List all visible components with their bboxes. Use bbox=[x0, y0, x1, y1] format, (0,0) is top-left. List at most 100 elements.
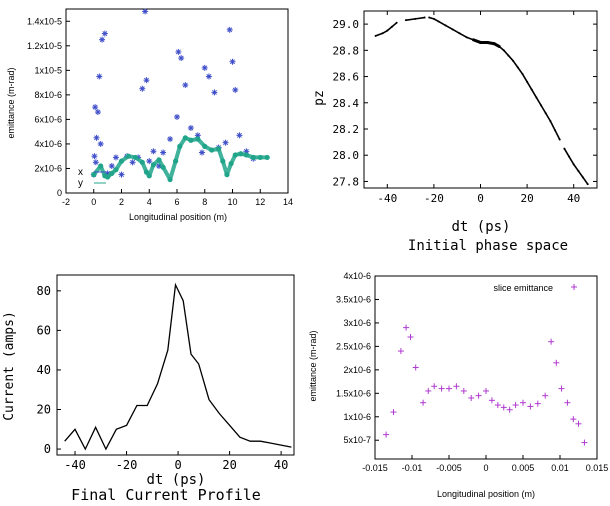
p1-y-point bbox=[209, 147, 215, 153]
p1-x-point bbox=[143, 77, 150, 84]
p2-point bbox=[428, 16, 431, 19]
p1-x-point bbox=[139, 85, 146, 92]
p1-x-point bbox=[112, 154, 119, 161]
p4-emittance-point bbox=[431, 383, 438, 390]
p2-point bbox=[549, 120, 552, 123]
p4-plot-frame bbox=[374, 275, 598, 460]
p2-x-tick-label: 20 bbox=[520, 192, 533, 205]
p1-x-point bbox=[160, 149, 167, 156]
p4-emittance-point bbox=[527, 403, 534, 410]
p1-y-point bbox=[195, 136, 201, 142]
p2-point bbox=[507, 54, 510, 57]
p2-point bbox=[521, 72, 524, 75]
p2-point bbox=[381, 32, 384, 35]
p2-point bbox=[458, 32, 461, 35]
p2-trace-segment bbox=[521, 73, 528, 83]
p1-y-point bbox=[98, 163, 104, 169]
p3-x-tick-label: -20 bbox=[116, 458, 138, 472]
p4-y-tick-label: 2.5x10-6 bbox=[336, 341, 371, 351]
p4-emittance-point bbox=[390, 409, 397, 416]
p2-point bbox=[374, 34, 377, 37]
p3-y-tick-label: 40 bbox=[37, 363, 51, 377]
p1-x-point bbox=[92, 159, 99, 166]
p1-x-point bbox=[93, 134, 100, 141]
p2-trace-segment bbox=[540, 104, 547, 115]
p2-trace-segment bbox=[405, 18, 417, 21]
p2-point bbox=[535, 96, 538, 99]
p2-point bbox=[568, 155, 571, 158]
p1-y-point bbox=[182, 135, 188, 141]
p2-x-tick-label: 40 bbox=[567, 192, 580, 205]
p2-y-tick-label: 28.2 bbox=[333, 123, 360, 136]
p2-point bbox=[423, 16, 426, 19]
p1-x-point bbox=[108, 163, 115, 170]
p2-y-tick-label: 28.0 bbox=[333, 149, 360, 162]
p4-emittance-point bbox=[542, 392, 549, 399]
p4-emittance-point bbox=[438, 385, 445, 392]
p4-emittance-point bbox=[534, 400, 541, 407]
p1-x-point bbox=[232, 86, 239, 93]
p1-y-point bbox=[113, 167, 119, 173]
p1-y-tick-label: 1.4x10-5 bbox=[27, 16, 62, 26]
p2-trace-segment bbox=[530, 88, 538, 99]
p2-x-tick-label: -20 bbox=[424, 192, 444, 205]
p4-y-tick-labels: 1x10-6 1.5x10-6 2x10-6 2.5x10-6 3x10-6 3.5x10… bbox=[336, 271, 379, 445]
p4-x-tick-label: -0.005 bbox=[436, 463, 462, 473]
p1-y-point bbox=[228, 160, 234, 167]
p1-y-point bbox=[232, 152, 238, 158]
p4-emittance-point bbox=[500, 404, 507, 411]
p1-y-point bbox=[177, 143, 183, 149]
p4-y-tick-label: 2x10-6 bbox=[343, 365, 371, 375]
p1-y-point bbox=[257, 154, 263, 161]
p4-y-tick-label: 4x10-6 bbox=[343, 271, 371, 281]
p4-emittance-point bbox=[575, 420, 582, 427]
p2-x-tick-labels: -40 -20 0 20 40 bbox=[377, 11, 580, 205]
p2-trace-segment bbox=[498, 45, 505, 52]
p2-point bbox=[465, 36, 468, 39]
p1-x-axis-label: Longitudinal position (m) bbox=[129, 212, 227, 222]
p2-trace-segment bbox=[544, 112, 552, 122]
p1-x-point bbox=[167, 136, 174, 143]
p1-y-point bbox=[216, 146, 222, 152]
p2-point bbox=[498, 45, 501, 48]
p1-y-tick-label: 1.2x10-5 bbox=[27, 41, 62, 51]
p2-point bbox=[530, 88, 533, 91]
p4-emittance-point bbox=[494, 402, 501, 409]
p2-point bbox=[582, 176, 585, 179]
p1-x-point bbox=[97, 140, 104, 147]
p2-trace-segment bbox=[526, 81, 533, 91]
p1-x-point bbox=[129, 159, 136, 166]
initial-phase-space-panel: 27.8 28.0 28.2 28.4 28.6 28.8 29.0 -40 -20 0 20 40… bbox=[312, 10, 598, 254]
p1-x-tick-label: 4 bbox=[147, 197, 152, 207]
p2-point bbox=[479, 41, 482, 44]
p2-point bbox=[544, 112, 547, 115]
p1-y-point bbox=[264, 154, 270, 161]
p2-trace-segment bbox=[572, 163, 580, 172]
p1-x-point bbox=[211, 89, 218, 96]
p2-y-tick-label: 28.6 bbox=[333, 71, 360, 84]
p1-y-point bbox=[167, 176, 173, 183]
p3-x-tick-labels: -40 -20 0 20 40 bbox=[64, 451, 288, 472]
p2-point bbox=[395, 21, 398, 24]
p1-y-point bbox=[91, 172, 97, 178]
p4-emittance-point bbox=[483, 387, 489, 394]
p1-x-point bbox=[205, 73, 212, 80]
p1-x-point bbox=[150, 148, 157, 155]
p4-x-tick-label: 0.015 bbox=[586, 463, 609, 473]
p4-emittance-point bbox=[564, 399, 571, 406]
p2-y-tick-label: 28.4 bbox=[333, 97, 360, 110]
p1-y-point bbox=[173, 158, 179, 164]
p2-point bbox=[577, 169, 580, 172]
p1-x-point bbox=[201, 64, 208, 71]
p1-x-tick-label: 10 bbox=[227, 197, 237, 207]
p2-point bbox=[526, 80, 529, 83]
p3-x-axis-label: dt (ps) bbox=[146, 472, 205, 488]
p3-y-tick-label: 0 bbox=[44, 442, 51, 456]
p4-emittance-point bbox=[412, 364, 419, 371]
p1-y-point bbox=[250, 154, 256, 161]
p2-point bbox=[404, 19, 407, 22]
p1-x-point bbox=[182, 82, 189, 89]
p1-y-point bbox=[220, 158, 226, 164]
p4-emittance-point bbox=[460, 387, 467, 394]
p2-title: Initial phase space bbox=[408, 238, 568, 254]
